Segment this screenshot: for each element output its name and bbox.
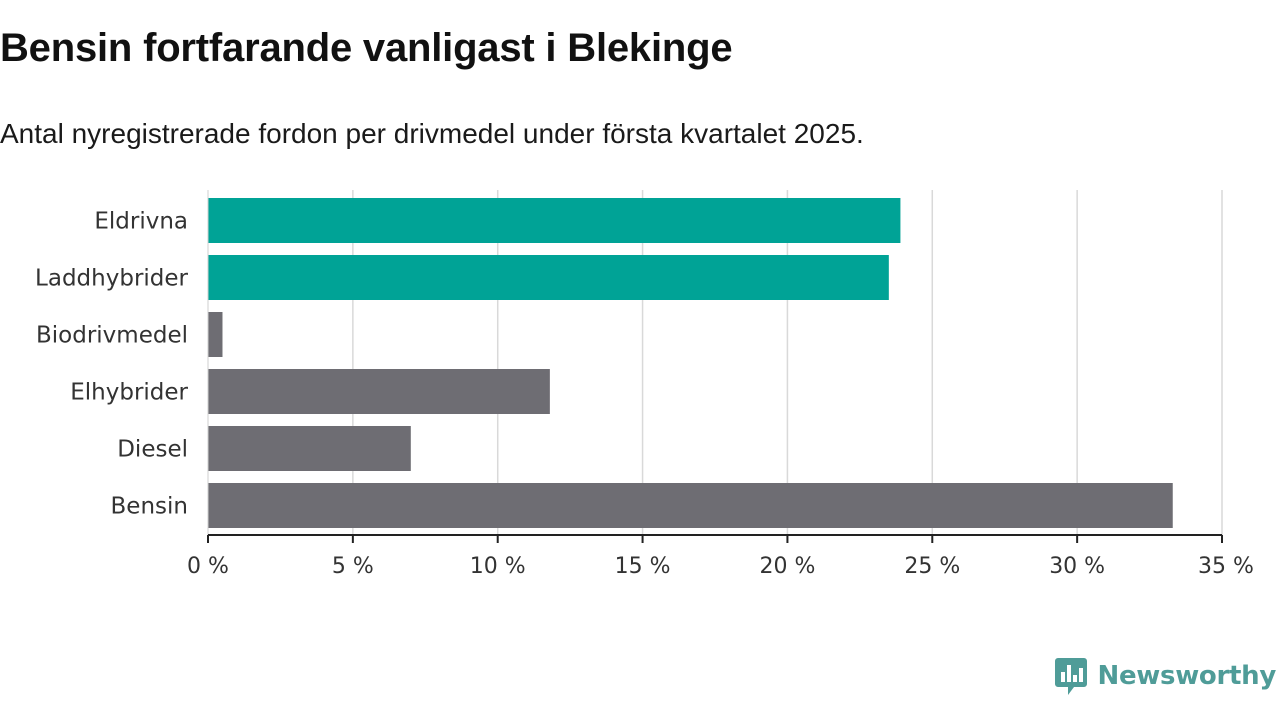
bar-bensin bbox=[208, 483, 1173, 528]
x-tick-label: 0 % bbox=[187, 554, 229, 579]
category-label: Diesel bbox=[117, 437, 188, 463]
x-tick-label: 15 % bbox=[615, 554, 671, 579]
x-axis: 0 % 5 % 10 % 15 % 20 % 25 % 30 % 35 % bbox=[187, 190, 1254, 579]
gridlines bbox=[352, 190, 1223, 535]
bar-eldrivna bbox=[208, 198, 901, 243]
x-tick-label: 20 % bbox=[759, 554, 815, 579]
bar-laddhybrider bbox=[208, 255, 889, 300]
x-tick-label: 30 % bbox=[1049, 554, 1105, 579]
category-label: Laddhybrider bbox=[35, 266, 188, 292]
category-label: Bensin bbox=[111, 494, 188, 520]
x-tick-label: 5 % bbox=[332, 554, 374, 579]
bar-elhybrider bbox=[208, 369, 550, 414]
category-labels: Eldrivna Laddhybrider Biodrivmedel Elhybrid… bbox=[35, 209, 188, 520]
bar-diesel bbox=[208, 426, 411, 471]
x-tick-label: 10 % bbox=[470, 554, 526, 579]
chart-title: Bensin fortfarande vanligast i Blekinge bbox=[0, 26, 733, 70]
bar-chart: 0 % 5 % 10 % 15 % 20 % 25 % 30 % 35 % Eldrivna L… bbox=[35, 190, 1254, 579]
bar-chart-speech-bubble-icon bbox=[1054, 658, 1087, 695]
x-tick-label: 25 % bbox=[904, 554, 960, 579]
bar-biodrivmedel bbox=[208, 312, 223, 357]
newsworthy-logo: Newsworthy bbox=[1054, 656, 1276, 696]
category-label: Biodrivmedel bbox=[36, 323, 188, 349]
bars bbox=[208, 198, 1173, 528]
category-label: Elhybrider bbox=[70, 380, 188, 406]
x-tick-label: 35 % bbox=[1198, 554, 1254, 579]
logo-text: Newsworthy bbox=[1097, 661, 1277, 691]
category-label: Eldrivna bbox=[94, 209, 188, 235]
chart-subtitle: Antal nyregistrerade fordon per drivmede… bbox=[0, 118, 864, 149]
